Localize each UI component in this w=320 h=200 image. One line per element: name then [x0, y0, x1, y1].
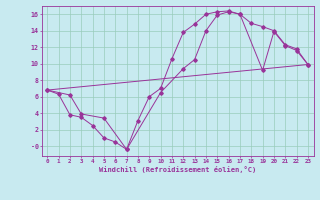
X-axis label: Windchill (Refroidissement éolien,°C): Windchill (Refroidissement éolien,°C): [99, 166, 256, 173]
